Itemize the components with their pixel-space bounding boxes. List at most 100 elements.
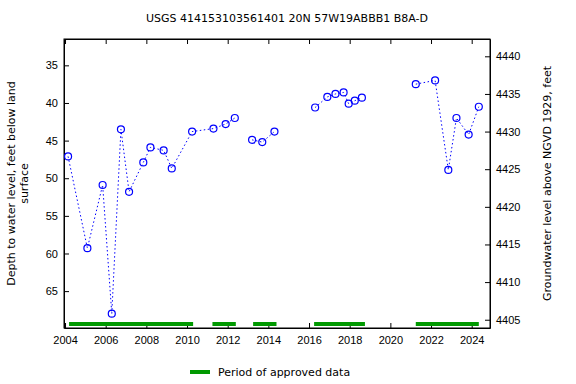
- approved-period: [253, 322, 276, 326]
- tick-mark: [390, 39, 391, 44]
- data-point: [445, 166, 452, 173]
- tick-label: 4420: [496, 201, 520, 213]
- tick-mark: [485, 169, 490, 170]
- data-point: [249, 136, 256, 143]
- data-point: [168, 165, 175, 172]
- tick-mark: [65, 39, 66, 44]
- data-point: [222, 121, 229, 128]
- chart: USGS 414153103561401 20N 57W19ABBB1 B8A-…: [0, 0, 576, 384]
- tick: 2006: [94, 323, 118, 346]
- data-point: [147, 144, 154, 151]
- data-point: [465, 131, 472, 138]
- tick-label: 2016: [297, 334, 321, 346]
- tick-label: 35: [46, 59, 58, 71]
- tick-label: 50: [46, 172, 58, 184]
- data-point: [65, 153, 72, 160]
- tick: [146, 39, 147, 44]
- tick: 65: [46, 285, 69, 297]
- tick-label: 4440: [496, 50, 520, 62]
- tick-mark: [350, 39, 351, 44]
- tick: 2018: [338, 323, 362, 346]
- tick-mark: [485, 132, 490, 133]
- tick: 2014: [257, 323, 281, 346]
- legend-label: Period of approved data: [218, 366, 350, 379]
- title: USGS 414153103561401 20N 57W19ABBB1 B8A-…: [146, 12, 428, 25]
- tick: [350, 39, 351, 44]
- tick: 60: [46, 248, 69, 260]
- plot-frame: [64, 39, 490, 328]
- tick-mark: [268, 39, 269, 44]
- tick: 40: [46, 97, 69, 109]
- data-point: [126, 188, 133, 195]
- tick-label: 4435: [496, 88, 520, 100]
- tick: 45: [46, 135, 69, 147]
- tick-label: 2008: [135, 334, 159, 346]
- tick-mark: [485, 94, 490, 95]
- series-line: [68, 80, 479, 313]
- tick: 2012: [216, 323, 240, 346]
- approved-period: [69, 322, 193, 326]
- tick-mark: [485, 320, 490, 321]
- data-point: [84, 245, 91, 252]
- tick-label: 4405: [496, 314, 520, 326]
- legend-swatch: [190, 370, 210, 374]
- tick-label: 65: [46, 285, 58, 297]
- approved-period: [416, 322, 479, 326]
- tick: 55: [46, 210, 69, 222]
- data-point: [140, 159, 147, 166]
- tick-label: 4410: [496, 276, 520, 288]
- y-axis-label: surface: [18, 163, 31, 204]
- tick-mark: [228, 39, 229, 44]
- tick: [65, 39, 66, 44]
- tick: [390, 39, 391, 44]
- tick: 2010: [175, 323, 199, 346]
- approved-period: [314, 322, 365, 326]
- tick-mark: [64, 178, 69, 179]
- data-point: [160, 147, 167, 154]
- y-axis: 35 40 45 50 55 60 65: [46, 40, 69, 329]
- tick: [187, 39, 188, 44]
- data-point: [412, 81, 419, 88]
- tick-label: 2018: [338, 334, 362, 346]
- y-axis-label: Depth to water level, feet below land: [5, 81, 18, 286]
- tick-mark: [187, 39, 188, 44]
- tick-mark: [64, 65, 69, 66]
- tick: 2022: [419, 323, 443, 346]
- tick-mark: [146, 39, 147, 44]
- tick-label: 4415: [496, 238, 520, 250]
- tick-label: 60: [46, 248, 58, 260]
- tick-mark: [485, 56, 490, 57]
- tick-mark: [65, 323, 66, 328]
- data-point: [231, 115, 238, 122]
- tick-mark: [485, 282, 490, 283]
- tick-label: 2014: [257, 334, 281, 346]
- tick: 2008: [135, 323, 159, 346]
- data-point: [475, 103, 482, 110]
- data-point: [189, 128, 196, 135]
- tick-label: 2024: [460, 334, 484, 346]
- data-point: [453, 115, 460, 122]
- data-point: [259, 139, 266, 146]
- tick-label: 2004: [53, 334, 77, 346]
- tick: 2016: [297, 323, 321, 346]
- tick-label: 2012: [216, 334, 240, 346]
- tick: [309, 39, 310, 44]
- tick: [228, 39, 229, 44]
- tick-label: 4430: [496, 126, 520, 138]
- tick-mark: [64, 291, 69, 292]
- tick: 50: [46, 172, 69, 184]
- tick-mark: [431, 39, 432, 44]
- tick-label: 2020: [379, 334, 403, 346]
- data-point: [312, 104, 319, 111]
- data-point: [324, 93, 331, 100]
- tick-label: 2006: [94, 334, 118, 346]
- tick-mark: [64, 141, 69, 142]
- x-axis: 2004 2006 2008 2010 2012 2014 2016 2018 2020 2022…: [53, 323, 490, 346]
- tick-label: 40: [46, 97, 58, 109]
- tick-label: 2010: [175, 334, 199, 346]
- data-point: [117, 126, 124, 133]
- tick: 35: [46, 59, 69, 71]
- tick: 2004: [53, 323, 77, 346]
- data-point: [351, 97, 358, 104]
- tick-mark: [485, 244, 490, 245]
